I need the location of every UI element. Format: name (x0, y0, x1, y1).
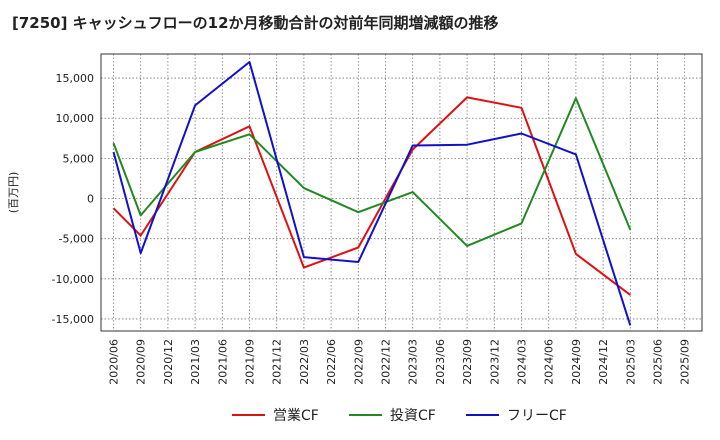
chart-title: [7250] キャッシュフローの12か月移動合計の対前年同期増減額の推移 (12, 14, 499, 32)
y-tick-label: 15,000 (56, 72, 95, 85)
plot-frame (100, 53, 703, 332)
x-tick-label: 2021/09 (244, 339, 257, 385)
x-tick-label: 2020/06 (108, 339, 121, 385)
x-tick-label: 2020/12 (162, 339, 175, 385)
x-tick-label: 2023/09 (461, 339, 474, 385)
series-line-1 (112, 96, 631, 296)
x-tick-label: 2025/09 (679, 339, 692, 385)
x-tick-label: 2022/12 (380, 339, 393, 385)
x-tick-label: 2021/03 (189, 339, 202, 385)
x-tick-label: 2021/12 (271, 339, 284, 385)
x-tick-label: 2025/03 (624, 339, 637, 385)
x-tick-label: 2024/12 (597, 339, 610, 385)
y-tick-label: 10,000 (56, 112, 95, 125)
series-line-2 (112, 97, 632, 247)
x-tick-label: 2024/03 (516, 339, 529, 385)
x-tick-label: 2024/09 (570, 339, 583, 385)
y-tick-labels: -15,000 -10,000 -5,000 0 5,000 10,000 15,000 (52, 72, 94, 326)
x-tick-label: 2024/06 (543, 339, 556, 385)
y-tick-label: 5,000 (63, 152, 95, 165)
y-tick-label: -15,000 (52, 313, 94, 326)
x-tick-label: 2022/06 (325, 339, 338, 385)
x-tick-label: 2021/06 (216, 339, 229, 385)
legend-label-3: フリーCF (507, 408, 567, 424)
x-tick-label: 2023/03 (407, 339, 420, 385)
x-tick-label: 2023/06 (434, 339, 447, 385)
plot-area (101, 54, 702, 331)
x-tick-label: 2022/09 (352, 339, 365, 385)
x-tick-label: 2022/03 (298, 339, 311, 385)
x-tick-label: 2020/09 (135, 339, 148, 385)
y-tick-label: -5,000 (59, 233, 94, 246)
x-tick-label: 2025/06 (652, 339, 665, 385)
series-lines (112, 61, 632, 326)
x-tick-label: 2023/12 (488, 339, 501, 385)
y-tick-label: -10,000 (52, 273, 94, 286)
legend: 営業CF 投資CF フリーCF (232, 408, 567, 424)
x-tick-labels: 2020/06 2020/09 2020/12 2021/03 2021/06 2021/… (108, 339, 692, 385)
legend-label-1: 営業CF (273, 408, 319, 424)
y-tick-label: 0 (87, 193, 94, 206)
series-line-3 (112, 61, 632, 326)
y-axis-label: (百万円) (7, 172, 20, 214)
legend-label-2: 投資CF (390, 408, 436, 424)
